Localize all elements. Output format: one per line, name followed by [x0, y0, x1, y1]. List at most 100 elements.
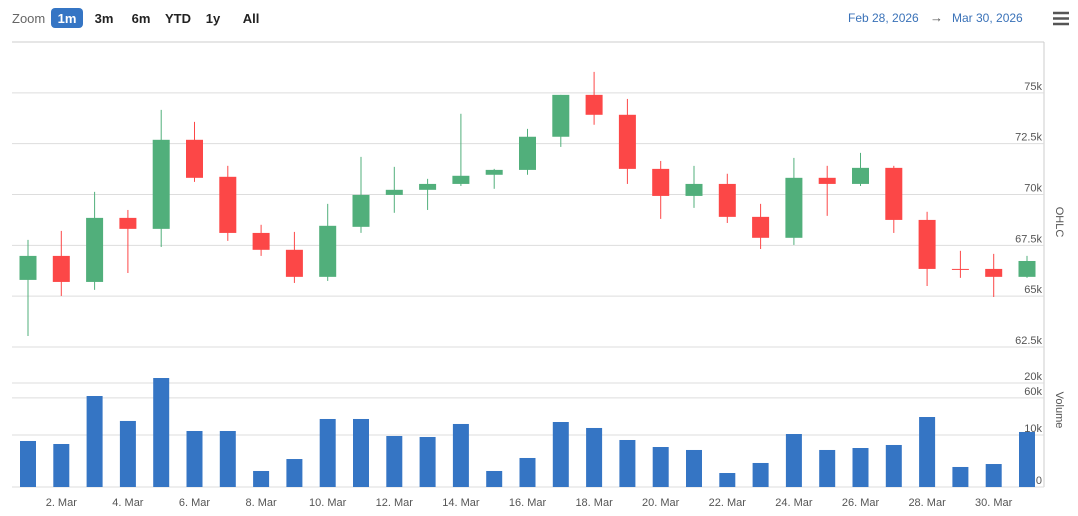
- y-tick-label: 65k: [1024, 284, 1042, 296]
- x-tick-label: 6. Mar: [179, 497, 211, 509]
- y-tick-label: 67.5k: [1015, 233, 1042, 245]
- range-to[interactable]: Mar 30, 2026: [952, 11, 1023, 25]
- candle-body: [385, 189, 403, 195]
- range-separator: →: [930, 10, 943, 25]
- volume-bar: [186, 430, 203, 487]
- y-tick-label: 70k: [1024, 183, 1042, 195]
- x-tick-label: 20. Mar: [642, 497, 680, 509]
- menu-button[interactable]: [1053, 11, 1069, 26]
- candle-body: [752, 216, 770, 238]
- x-tick-label: 8. Mar: [246, 497, 278, 509]
- zoom-label: Zoom: [12, 11, 45, 26]
- candle-body: [785, 177, 803, 238]
- volume-bar: [852, 448, 869, 487]
- volume-bar: [885, 444, 902, 487]
- y-tick-label: 72.5k: [1015, 132, 1042, 144]
- volume-bar: [752, 462, 769, 487]
- zoom-button[interactable]: 6m: [132, 11, 151, 26]
- x-tick-label: 22. Mar: [709, 497, 747, 509]
- candle-body: [985, 268, 1003, 277]
- zoom-button[interactable]: 3m: [95, 11, 114, 26]
- volume-bar: [452, 423, 469, 487]
- candle-body: [186, 139, 203, 178]
- volume-bar: [952, 466, 969, 487]
- zoom-button[interactable]: YTD: [165, 11, 191, 26]
- y-axis-title: Volume: [1053, 392, 1065, 429]
- volume-bar: [119, 420, 136, 487]
- volume-bar: [686, 449, 702, 487]
- x-tick-label: 24. Mar: [775, 497, 813, 509]
- volume-bar: [985, 464, 1002, 487]
- volume-bar: [419, 436, 436, 487]
- x-tick-label: 16. Mar: [509, 497, 547, 509]
- candle-body: [219, 176, 237, 233]
- candle-body: [818, 177, 836, 184]
- x-tick-label: 28. Mar: [908, 497, 946, 509]
- volume-bar: [552, 422, 569, 487]
- volume-bar: [353, 418, 369, 487]
- volume-bar: [486, 470, 503, 487]
- candle-body: [552, 94, 570, 137]
- volume-bar: [652, 447, 669, 487]
- volume-bar: [53, 443, 70, 487]
- zoom-button-bg[interactable]: [51, 8, 83, 28]
- y-tick-label: 60k: [1024, 386, 1042, 398]
- x-tick-label: 26. Mar: [842, 497, 880, 509]
- volume-bar: [219, 430, 236, 487]
- y-tick-label: 0: [1036, 475, 1042, 487]
- candle-body: [52, 255, 70, 282]
- volume-bar: [719, 473, 736, 487]
- candle-body: [252, 232, 270, 250]
- candle-body: [685, 183, 703, 196]
- candle-body: [452, 175, 470, 184]
- volume-bar: [319, 418, 336, 487]
- candle-body: [718, 183, 736, 217]
- candle-body: [485, 169, 503, 175]
- candle-body: [585, 94, 603, 115]
- x-tick-label: 10. Mar: [309, 497, 347, 509]
- candle-body: [419, 183, 437, 190]
- x-tick-label: 4. Mar: [112, 497, 144, 509]
- candle-body: [352, 194, 370, 227]
- candle-body: [119, 217, 137, 229]
- candle-body: [319, 225, 337, 277]
- y-tick-label: 75k: [1024, 81, 1042, 93]
- y-tick-label: 20k: [1024, 371, 1042, 383]
- candle-body: [918, 219, 936, 269]
- candle-body: [1018, 260, 1036, 277]
- y-tick-label: 62.5k: [1015, 335, 1042, 347]
- volume-bar: [919, 417, 936, 487]
- volume-bar: [253, 470, 270, 487]
- x-tick-label: 14. Mar: [442, 497, 480, 509]
- candle-body: [19, 255, 37, 280]
- volume-bar: [785, 434, 802, 487]
- volume-bar: [386, 435, 403, 487]
- candle-body: [86, 217, 104, 282]
- volume-bar: [1019, 431, 1035, 487]
- zoom-button[interactable]: 1m: [58, 11, 77, 26]
- volume-bar: [153, 378, 170, 487]
- candle-body: [652, 168, 670, 196]
- y-axis-title: OHLC: [1053, 207, 1065, 238]
- candle-body: [885, 167, 903, 220]
- volume-bar: [819, 449, 836, 487]
- x-tick-label: 12. Mar: [376, 497, 414, 509]
- candle-body: [951, 268, 969, 270]
- candle-body: [618, 114, 636, 169]
- zoom-button[interactable]: 1y: [206, 11, 221, 26]
- volume-bar: [86, 396, 103, 487]
- volume-bar: [519, 457, 536, 487]
- candle-body: [519, 136, 536, 170]
- x-tick-label: 30. Mar: [975, 497, 1013, 509]
- volume-bar: [619, 439, 636, 487]
- candle-body: [285, 249, 303, 277]
- zoom-button[interactable]: All: [243, 11, 260, 26]
- volume-bar: [20, 440, 36, 487]
- volume-bar: [286, 459, 303, 487]
- candle-body: [852, 167, 869, 184]
- x-tick-label: 2. Mar: [46, 497, 78, 509]
- range-from[interactable]: Feb 28, 2026: [848, 11, 919, 25]
- x-tick-label: 18. Mar: [575, 497, 613, 509]
